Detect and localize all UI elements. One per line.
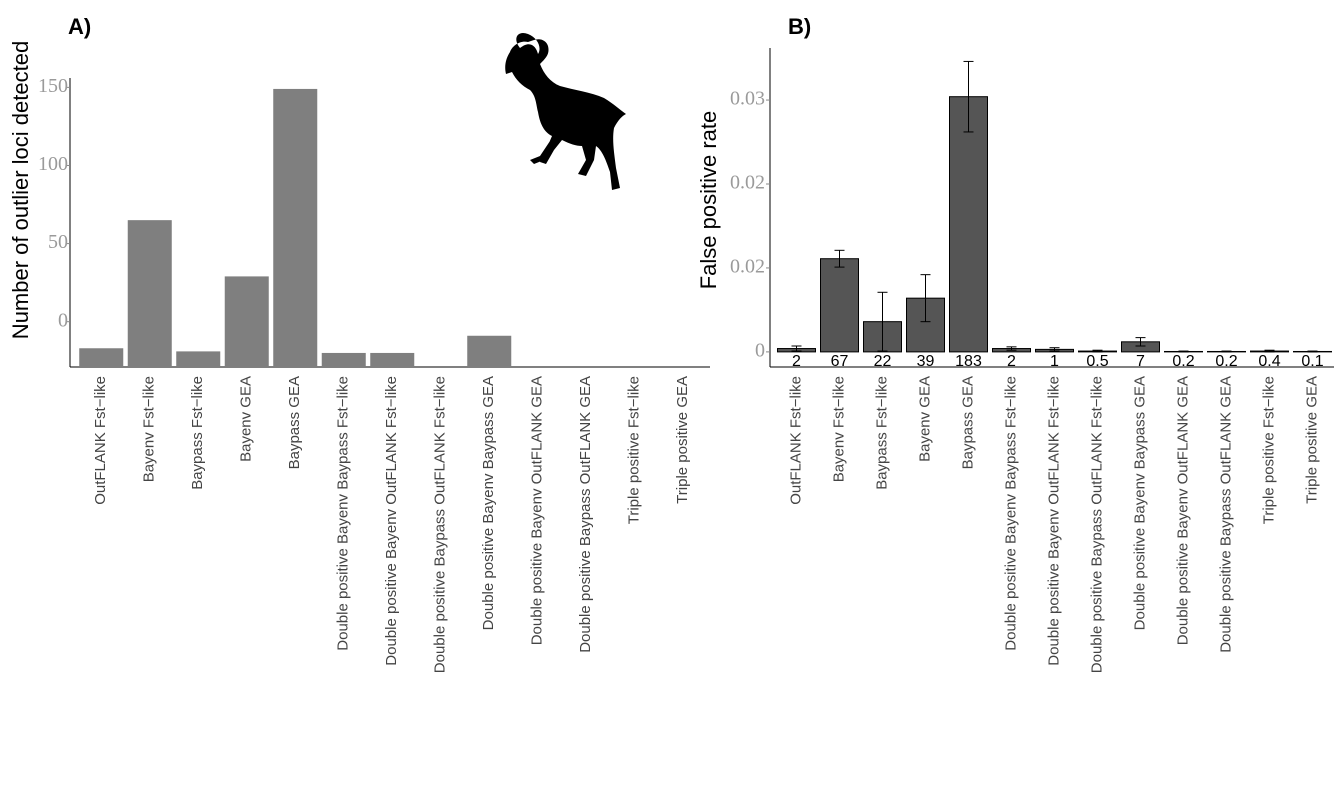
x-tick-label: Baypass GEA bbox=[959, 376, 976, 469]
y-tick-label: 0 bbox=[58, 309, 68, 331]
y-tick-label: 0.02 bbox=[730, 256, 765, 278]
y-tick-label: 0 bbox=[755, 339, 765, 361]
bar-annotation: 2 bbox=[1007, 353, 1016, 370]
x-tick-label: Double positive Bayenv Baypass GEA bbox=[1131, 376, 1148, 630]
x-tick-label: Double positive Bayenv OutFLANK Fst−like bbox=[1045, 376, 1062, 666]
x-tick-label: Double positive Bayenv Baypass GEA bbox=[480, 376, 497, 630]
x-tick-label: Double positive Bayenv Baypass Fst−like bbox=[335, 376, 352, 651]
x-tick-label: Baypass Fst−like bbox=[189, 376, 206, 490]
x-tick-label: Double positive Baypass OutFLANK GEA bbox=[1217, 376, 1234, 653]
bar bbox=[322, 353, 366, 367]
y-tick-label: 0.02 bbox=[730, 172, 765, 194]
bar bbox=[128, 220, 172, 367]
bar-annotation: 67 bbox=[831, 353, 849, 370]
bar-annotation: 0.1 bbox=[1301, 353, 1323, 370]
bar bbox=[273, 89, 317, 367]
x-tick-label: Double positive Baypass OutFLANK GEA bbox=[577, 376, 594, 653]
x-tick-label: Triple positive GEA bbox=[1303, 376, 1320, 504]
bar-annotation: 2 bbox=[792, 353, 801, 370]
error-bar bbox=[1222, 351, 1232, 352]
x-tick-label: Bayenv GEA bbox=[238, 376, 255, 462]
error-bar bbox=[1308, 351, 1318, 352]
x-tick-label: OutFLANK Fst−like bbox=[787, 376, 804, 505]
y-tick-label: 50 bbox=[48, 231, 68, 253]
x-tick-label: Triple positive Fst−like bbox=[626, 376, 643, 524]
x-tick-label: Triple positive Fst−like bbox=[1260, 376, 1277, 524]
bar-annotation: 22 bbox=[874, 353, 892, 370]
error-bar bbox=[1179, 351, 1189, 352]
panel-label: A) bbox=[68, 14, 91, 39]
bar bbox=[467, 336, 511, 367]
x-tick-label: OutFLANK Fst−like bbox=[92, 376, 109, 505]
x-tick-label: Double positive Bayenv OutFLANK GEA bbox=[529, 376, 546, 645]
bar-annotation: 0.2 bbox=[1172, 353, 1194, 370]
x-tick-label: Bayenv Fst−like bbox=[141, 376, 158, 482]
y-axis-title: False positive rate bbox=[696, 111, 721, 290]
bar bbox=[225, 276, 269, 367]
bar-annotation: 0.4 bbox=[1258, 353, 1280, 370]
bar bbox=[821, 259, 859, 352]
x-tick-label: Double positive Baypass OutFLANK Fst−lik… bbox=[1088, 376, 1105, 673]
bar bbox=[176, 351, 220, 367]
x-tick-label: Triple positive GEA bbox=[674, 376, 691, 504]
bar-annotation: 0.2 bbox=[1215, 353, 1237, 370]
y-tick-label: 150 bbox=[38, 75, 68, 97]
bar bbox=[79, 348, 123, 367]
y-tick-label: 100 bbox=[38, 153, 68, 175]
bar bbox=[950, 97, 988, 352]
x-tick-label: Baypass GEA bbox=[286, 376, 303, 469]
bar-annotation: 1 bbox=[1050, 353, 1059, 370]
x-tick-label: Double positive Bayenv OutFLANK GEA bbox=[1174, 376, 1191, 645]
x-tick-label: Bayenv Fst−like bbox=[830, 376, 847, 482]
bar-annotation: 183 bbox=[955, 353, 982, 370]
bar bbox=[370, 353, 414, 367]
bar-annotation: 39 bbox=[917, 353, 935, 370]
panel-label: B) bbox=[788, 14, 811, 39]
figure: A) Number of outlier loci detected 0 50 100 1… bbox=[0, 0, 1336, 788]
y-axis-title: Number of outlier loci detected bbox=[8, 41, 33, 339]
x-tick-label: Bayenv GEA bbox=[916, 376, 933, 462]
y-tick-label: 0.03 bbox=[730, 88, 765, 110]
x-tick-label: Double positive Bayenv OutFLANK Fst−like bbox=[383, 376, 400, 666]
goat-silhouette bbox=[505, 33, 626, 190]
x-tick-label: Double positive Bayenv Baypass Fst−like bbox=[1002, 376, 1019, 651]
x-tick-label: Double positive Baypass OutFLANK Fst−lik… bbox=[432, 376, 449, 673]
bar-annotation: 7 bbox=[1136, 353, 1145, 370]
x-tick-label: Baypass Fst−like bbox=[873, 376, 890, 490]
bar-annotation: 0.5 bbox=[1086, 353, 1108, 370]
